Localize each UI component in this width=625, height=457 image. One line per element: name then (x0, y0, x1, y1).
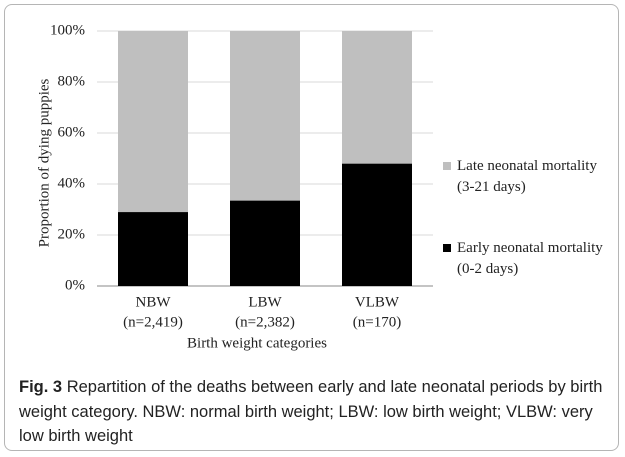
y-tick-label: 0% (65, 277, 85, 293)
y-tick-label: 80% (58, 73, 86, 89)
y-axis-title: Proportion of dying puppies (36, 78, 52, 247)
bar-segment (342, 31, 412, 164)
y-tick-label: 100% (50, 22, 85, 38)
bar-segment (230, 200, 300, 286)
x-tick-label: LBW (248, 294, 282, 310)
y-tick-label: 40% (58, 175, 86, 191)
figure-frame: Proportion of dying puppies Birth weight… (4, 4, 619, 451)
x-tick-label: NBW (136, 294, 172, 310)
chart: Proportion of dying puppies Birth weight… (36, 22, 451, 351)
y-tick-label: 60% (58, 124, 86, 140)
legend-swatch (443, 244, 451, 252)
y-tick-label: 20% (58, 226, 86, 242)
legend-label: Late neonatal mortality (3-21 days) (457, 158, 597, 195)
bar-segment (118, 212, 188, 286)
bar-segment (230, 31, 300, 201)
bar-segment (118, 31, 188, 213)
x-tick-label: (n=2,382) (235, 314, 295, 330)
caption: Fig. 3 Repartition of the deaths between… (19, 375, 615, 449)
legend-label: Early neonatal mortality (0-2 days) (457, 240, 603, 277)
x-tick-label: (n=2,419) (123, 314, 183, 330)
x-tick-label: VLBW (355, 294, 400, 310)
caption-label: Fig. 3 (19, 378, 63, 396)
legend-swatch (443, 162, 451, 170)
caption-text: Repartition of the deaths between early … (19, 378, 603, 445)
x-axis-title: Birth weight categories (187, 335, 327, 351)
bar-segment (342, 163, 412, 286)
x-tick-label: (n=170) (353, 314, 401, 330)
